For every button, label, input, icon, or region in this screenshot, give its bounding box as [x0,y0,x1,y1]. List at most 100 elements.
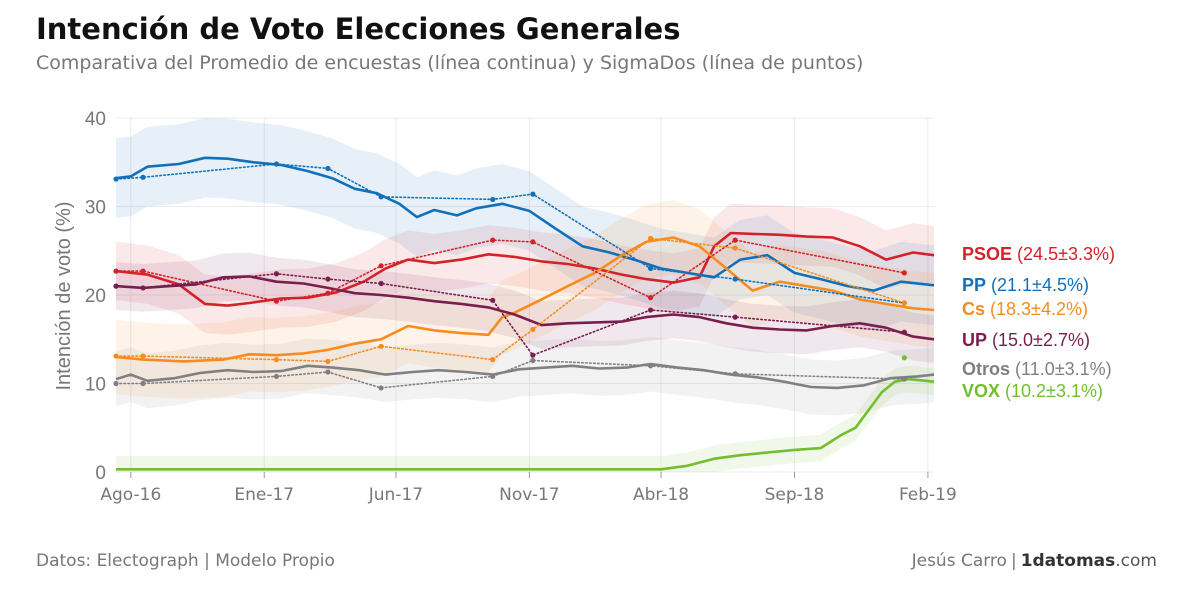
legend-value: (21.1±4.5%) [991,275,1089,295]
point-otros-sigmados [113,380,119,387]
line-up-average [115,275,935,341]
point-otros-sigmados [378,385,384,391]
uncertainty-bands [116,118,934,472]
point-psoe-sigmados [378,263,384,269]
legend-name: Otros [962,359,1011,379]
legend-value: (18.3±4.2%) [990,299,1088,319]
average-lines [115,156,935,471]
credits-separator: | [1010,551,1017,571]
x-tick-label: Nov-17 [499,485,560,505]
point-psoe-sigmados [901,270,907,276]
point-up-sigmados [378,280,384,287]
point-otros-sigmados [647,363,654,369]
legend-item-psoe: PSOE (24.5±3.3%) [962,244,1115,265]
point-up-sigmados [273,271,280,277]
point-psoe-sigmados [490,237,496,243]
point-psoe-sigmados [325,290,331,296]
point-cs-sigmados [901,300,907,306]
band-otros [116,336,934,416]
point-cs-sigmados [113,353,119,359]
point-pp-sigmados [530,191,536,197]
point-vox-sigmados [901,355,907,361]
x-tick-label: Feb-19 [899,485,957,505]
point-up-sigmados [647,307,654,313]
chart-subtitle: Comparativa del Promedio de encuestas (l… [36,52,864,74]
line-pp-average [115,156,935,292]
point-psoe-sigmados [530,239,536,245]
point-psoe-sigmados [273,298,280,304]
x-tick-label: Ene-17 [234,485,294,505]
point-otros-sigmados [325,369,331,375]
legend-item-pp: PP (21.1±4.5%) [962,275,1089,296]
line-psoe-average [115,231,935,307]
point-pp-sigmados [647,265,654,272]
y-tick-label: 30 [85,198,106,219]
grid [116,117,934,473]
point-psoe-sigmados [732,237,738,243]
line-up-sigmados [115,272,906,357]
point-cs-sigmados [647,235,654,241]
point-psoe-sigmados [140,268,146,274]
point-pp-sigmados [490,196,496,203]
band-psoe [116,203,934,335]
x-tick-label: Sep-18 [765,485,825,505]
point-otros-sigmados [273,373,280,380]
sigmados-lines [115,163,906,389]
point-up-sigmados [490,297,496,303]
legend-item-up: UP (15.0±2.7%) [962,330,1090,351]
line-otros-sigmados [115,359,906,389]
credits: Jesús Carro | 1datomas.com [912,551,1157,571]
legend-name: UP [962,330,988,350]
legend-item-cs: Cs (18.3±4.2%) [962,299,1088,320]
line-pp-sigmados [115,163,906,304]
legend-name: PSOE [962,244,1013,264]
point-up-sigmados [732,314,738,320]
legend-value: (10.2±3.1%) [1005,381,1103,401]
point-up-sigmados [140,285,146,291]
point-otros-sigmados [901,376,907,382]
legend-item-otros: Otros (11.0±3.1%) [962,359,1112,380]
y-tick-label: 20 [85,286,106,307]
y-tick-label: 0 [95,463,106,484]
point-otros-sigmados [490,373,496,380]
point-psoe-sigmados [113,268,119,274]
line-cs-average [115,236,935,363]
source-note: Datos: Electograph | Modelo Propio [36,551,335,571]
legend-value: (11.0±3.1%) [1015,359,1112,379]
x-tick-label: Abr-18 [633,485,689,505]
point-otros-sigmados [530,357,536,364]
point-cs-sigmados [732,245,738,251]
legend-name: VOX [962,381,1001,401]
point-up-sigmados [530,352,536,358]
legend-name: Cs [962,299,986,319]
y-tick-label: 40 [85,109,106,130]
point-cs-sigmados [530,326,536,333]
line-vox-average [116,377,935,471]
line-otros-average [115,362,935,390]
point-pp-sigmados [378,194,384,200]
point-otros-sigmados [732,371,738,377]
y-tick-label: 10 [85,375,106,396]
point-pp-sigmados [273,161,280,167]
author: Jesús Carro [911,551,1007,571]
sigmados-points [113,161,907,391]
band-vox [116,365,934,472]
point-cs-sigmados [140,353,146,359]
point-cs-sigmados [490,357,496,363]
line-psoe-sigmados [115,239,906,303]
point-pp-sigmados [113,176,119,182]
point-up-sigmados [113,283,119,289]
legend-value: (15.0±2.7%) [992,330,1090,350]
y-axis-label: Intención de voto (%) [53,202,75,391]
point-pp-sigmados [732,276,738,282]
point-otros-sigmados [140,380,146,387]
point-cs-sigmados [378,343,384,349]
legend-value: (24.5±3.3%) [1017,244,1115,264]
point-pp-sigmados [325,165,331,172]
point-up-sigmados [901,329,907,335]
brand-name: 1datomas [1020,551,1116,571]
band-pp [116,118,934,331]
axes: 0 10 20 30 40 Ago-16 Ene-17 Jun-17 Nov-17 Abr-18 S… [85,109,957,505]
